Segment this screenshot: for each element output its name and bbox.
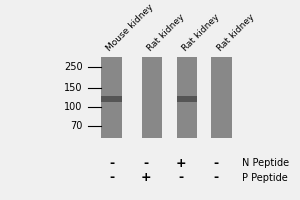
Text: 70: 70: [70, 121, 82, 131]
FancyBboxPatch shape: [101, 57, 122, 138]
Text: Rat kidney: Rat kidney: [215, 12, 256, 53]
Text: -: -: [109, 171, 114, 184]
FancyBboxPatch shape: [212, 57, 232, 138]
FancyBboxPatch shape: [177, 57, 197, 138]
Text: Mouse kidney: Mouse kidney: [105, 2, 156, 53]
FancyBboxPatch shape: [101, 96, 122, 102]
Text: -: -: [213, 171, 218, 184]
Text: 250: 250: [64, 62, 82, 72]
Text: -: -: [178, 171, 184, 184]
Text: -: -: [109, 157, 114, 170]
Text: Rat kidney: Rat kidney: [146, 12, 186, 53]
Text: +: +: [176, 157, 186, 170]
Text: -: -: [213, 157, 218, 170]
Text: 100: 100: [64, 102, 83, 112]
Text: P Peptide: P Peptide: [242, 173, 287, 183]
Text: 150: 150: [64, 83, 82, 93]
Text: N Peptide: N Peptide: [242, 158, 289, 168]
Text: +: +: [141, 171, 152, 184]
FancyBboxPatch shape: [142, 57, 162, 138]
FancyBboxPatch shape: [177, 96, 197, 102]
Text: Rat kidney: Rat kidney: [180, 12, 221, 53]
Text: -: -: [144, 157, 149, 170]
